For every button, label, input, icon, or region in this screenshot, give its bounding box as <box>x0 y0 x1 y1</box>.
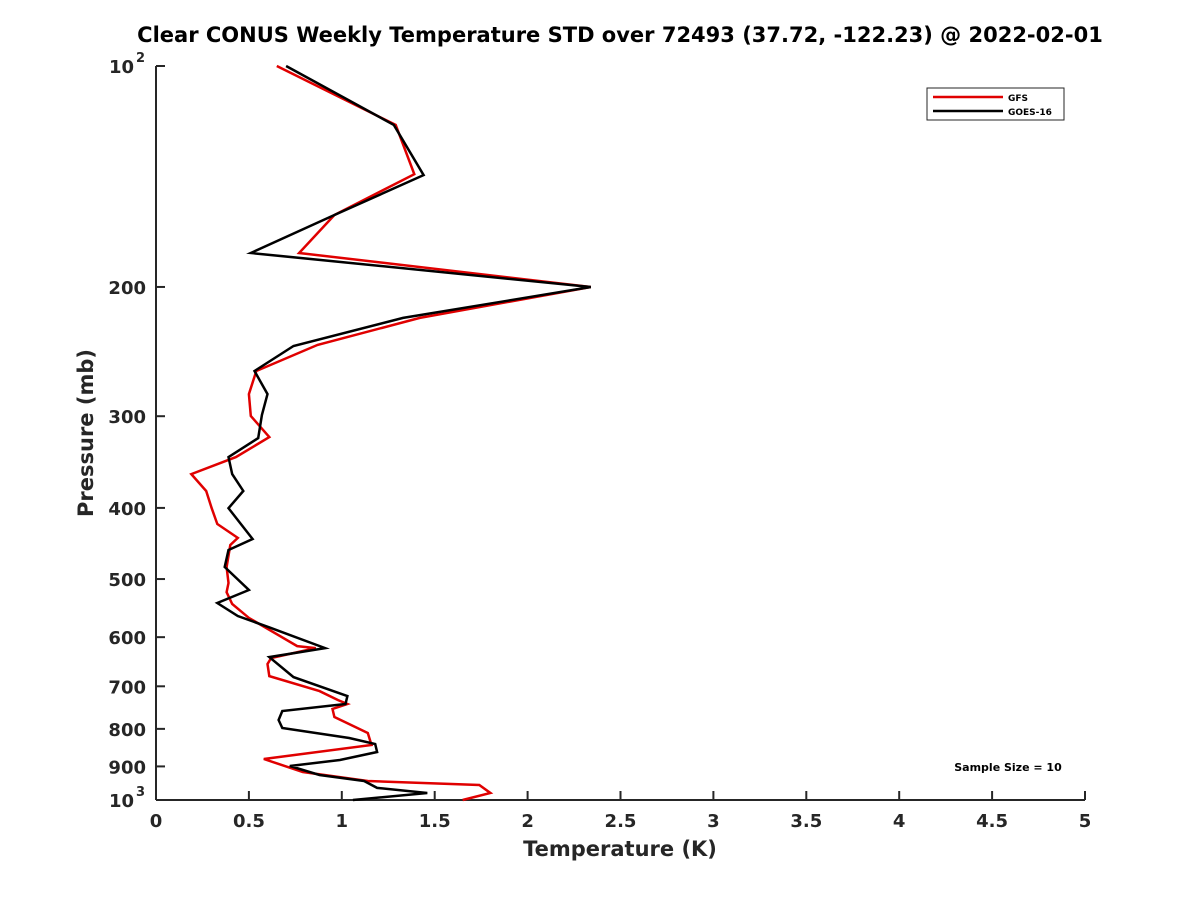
x-tick-label: 3.5 <box>790 811 822 832</box>
legend-box <box>926 87 1065 121</box>
axes: 0 0.5 1 1.5 2 2.5 3 3.5 4 4.5 510 22003004005006007… <box>108 51 1091 832</box>
x-tick-label: 0.5 <box>233 811 265 832</box>
y-tick-label: 600 <box>108 628 146 649</box>
x-tick-label: 5 <box>1079 811 1092 832</box>
x-tick-label: 3 <box>707 811 720 832</box>
chart-title: Clear CONUS Weekly Temperature STD over … <box>137 23 1103 47</box>
y-tick-label: 500 <box>108 570 146 591</box>
y-tick-label: 900 <box>108 757 146 778</box>
x-tick-label: 2.5 <box>605 811 637 832</box>
legend-label-gfs: GFS <box>1008 94 1028 104</box>
y-tick-label: 800 <box>108 720 146 741</box>
y-tick-label: 300 <box>108 407 146 428</box>
y-axis-label: Pressure (mb) <box>74 349 98 517</box>
y-tick-label: 400 <box>108 499 146 520</box>
x-tick-label: 2 <box>521 811 534 832</box>
y-tick-label: 200 <box>108 278 146 299</box>
sample-size-annotation: Sample Size = 10 <box>954 761 1062 774</box>
y-tick-label: 700 <box>108 677 146 698</box>
y-tick-label: 10 <box>109 57 134 78</box>
x-tick-label: 1.5 <box>419 811 451 832</box>
x-tick-label: 0 <box>150 811 163 832</box>
series-line-goes-16 <box>214 64 592 802</box>
y-tick-exponent: 2 <box>136 51 145 66</box>
x-tick-label: 1 <box>336 811 349 832</box>
legend-label-goes: GOES-16 <box>1008 108 1052 118</box>
legend: GFS GOES-16 <box>926 87 1065 121</box>
x-tick-label: 4.5 <box>976 811 1008 832</box>
x-axis-label: Temperature (K) <box>523 837 717 861</box>
series-line-gfs <box>189 64 592 802</box>
series-lines <box>189 64 592 802</box>
x-tick-label: 4 <box>893 811 906 832</box>
y-tick-exponent: 3 <box>136 785 145 800</box>
y-tick-label: 10 <box>109 791 134 812</box>
